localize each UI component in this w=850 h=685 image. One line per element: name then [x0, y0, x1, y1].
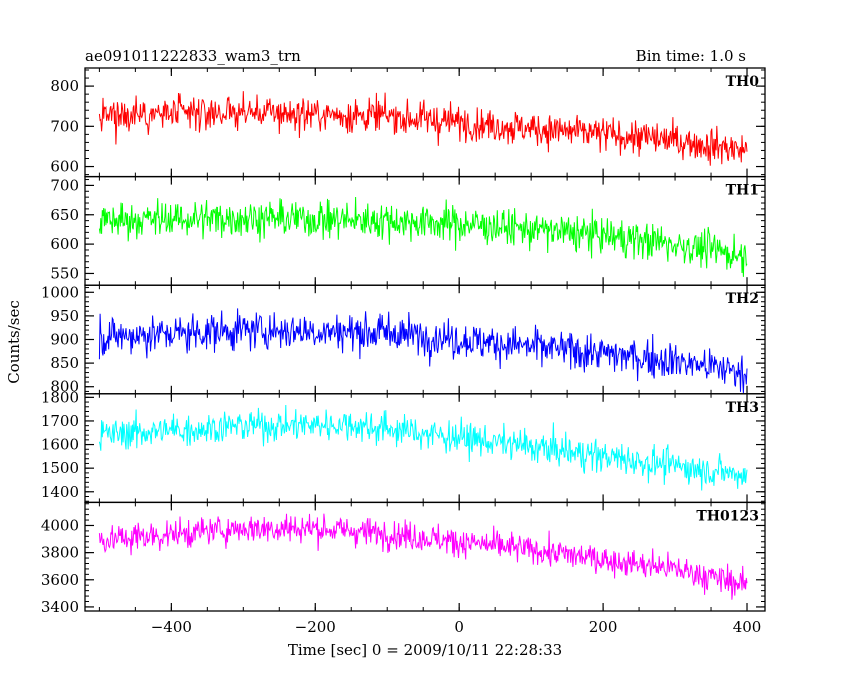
y-tick-label: 3800 [41, 544, 79, 562]
y-tick-label: 600 [50, 158, 79, 176]
panel-th2: 800 850 900 950 1000 TH2 [41, 283, 766, 396]
y-tick-label: 1800 [41, 388, 79, 406]
panel-th0123: 3400 3600 3800 4000 TH0123 [41, 501, 766, 616]
y-tick-label: 550 [50, 264, 79, 282]
panel-label-th0: TH0 [726, 74, 760, 90]
series-line-th0123 [98, 513, 748, 600]
y-axis-title: Counts/sec [5, 300, 23, 384]
x-tick-label: 0 [454, 618, 464, 636]
x-tick-label: 200 [589, 618, 618, 636]
x-tick-label: 400 [733, 618, 762, 636]
y-tick-label: 1500 [41, 459, 79, 477]
panel-label-th1: TH1 [726, 183, 759, 199]
panel-frame-th0123 [84, 501, 766, 612]
y-tick-label: 600 [50, 235, 79, 253]
panel-th1: 550 600 650 700 TH1 [50, 175, 766, 286]
panel-label-th2: TH2 [726, 291, 759, 307]
x-axis-title: Time [sec] 0 = 2009/10/11 22:28:33 [288, 641, 562, 659]
y-tick-label: 900 [50, 331, 79, 349]
y-tick-label: 3400 [41, 598, 79, 616]
x-tick-label: −400 [151, 618, 192, 636]
series-line-th0 [98, 91, 748, 166]
y-tick-label: 700 [50, 117, 79, 135]
y-tick-label: 1400 [41, 483, 79, 501]
y-tick-label: 1700 [41, 412, 79, 430]
panel-label-th0123: TH0123 [696, 508, 759, 524]
series-line-th3 [98, 404, 748, 491]
series-line-th2 [98, 308, 748, 394]
y-tick-label: 4000 [41, 516, 79, 534]
y-tick-label: 1600 [41, 436, 79, 454]
y-tick-label: 700 [50, 176, 79, 194]
y-tick-label: 950 [50, 307, 79, 325]
bin-time-label: Bin time: 1.0 s [636, 47, 746, 65]
panel-th0: 600 700 800 TH0 [50, 67, 766, 178]
y-tick-label: 800 [50, 77, 79, 95]
y-tick-label: 1000 [41, 283, 79, 301]
chart-title: ae091011222833_wam3_trn [85, 47, 301, 65]
panel-label-th3: TH3 [726, 400, 759, 416]
series-line-th1 [98, 196, 748, 277]
y-tick-label: 850 [50, 354, 79, 372]
x-tick-label: −200 [295, 618, 336, 636]
panel-frame-th0 [84, 67, 766, 178]
y-tick-label: 650 [50, 206, 79, 224]
y-tick-label: 3600 [41, 571, 79, 589]
panel-frame-th3 [84, 393, 766, 504]
panel-th3: 1400 1500 1600 1700 1800 TH3 [41, 388, 766, 504]
y-tick-label: 800 [50, 378, 79, 396]
x-axis: −400 −200 0 200 400 [151, 618, 762, 636]
